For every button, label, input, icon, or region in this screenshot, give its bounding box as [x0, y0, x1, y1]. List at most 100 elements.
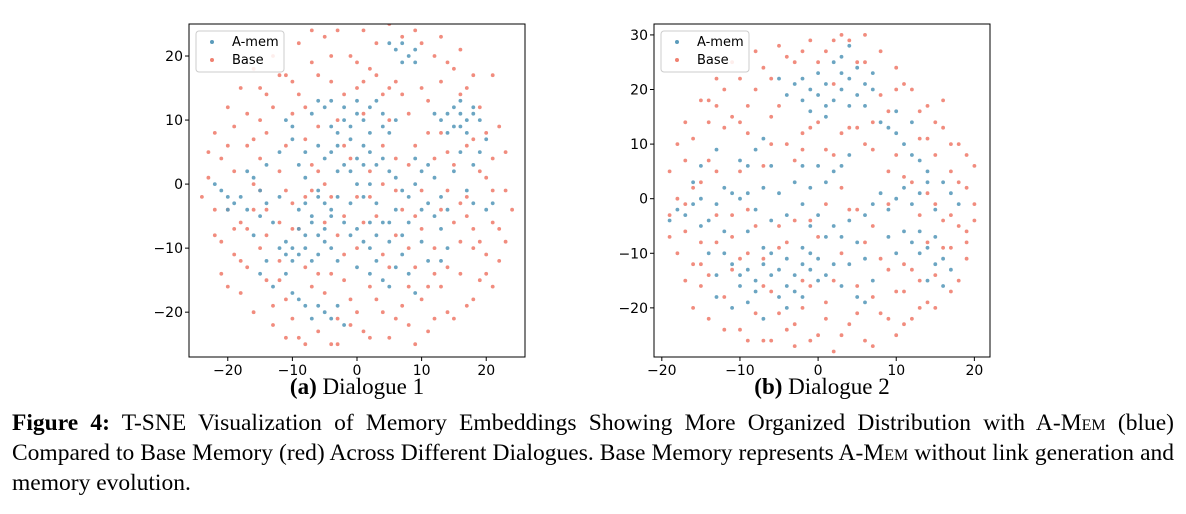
- point-amem: [225, 207, 230, 212]
- point-amem: [910, 240, 914, 245]
- point-base: [808, 38, 813, 43]
- point-amem: [445, 111, 450, 116]
- point-base: [471, 227, 476, 231]
- point-amem: [368, 182, 372, 187]
- point-base: [902, 322, 906, 327]
- legend-label-base: Base: [697, 53, 729, 68]
- point-amem: [863, 82, 867, 86]
- point-base: [316, 73, 321, 78]
- point-base: [355, 246, 359, 251]
- point-base: [290, 201, 295, 206]
- point-base: [348, 323, 353, 327]
- point-base: [855, 125, 860, 130]
- point-amem: [824, 180, 828, 185]
- point-amem: [322, 201, 327, 206]
- point-base: [452, 316, 456, 321]
- point-base: [361, 111, 366, 116]
- point-amem: [761, 136, 766, 141]
- point-base: [745, 338, 750, 343]
- point-amem: [264, 201, 269, 206]
- point-base: [675, 196, 680, 201]
- point-amem: [839, 164, 844, 168]
- point-base: [839, 33, 844, 37]
- point-base: [245, 143, 250, 148]
- point-base: [322, 34, 327, 39]
- point-base: [335, 118, 340, 122]
- point-amem: [271, 220, 275, 225]
- point-amem: [831, 224, 836, 228]
- point-base: [894, 289, 899, 294]
- point-amem: [309, 111, 314, 116]
- point-base: [342, 278, 346, 283]
- point-amem: [464, 131, 469, 135]
- point-base: [296, 335, 301, 340]
- legend-marker-base: [675, 58, 679, 62]
- legend-label-base: Base: [232, 53, 264, 68]
- point-amem: [374, 233, 379, 238]
- point-amem: [380, 111, 385, 116]
- x-tick-label: 0: [353, 363, 362, 379]
- point-amem: [816, 93, 820, 97]
- point-base: [355, 60, 359, 65]
- x-tick-label: 10: [413, 363, 431, 379]
- point-amem: [445, 131, 450, 135]
- point-amem: [348, 169, 353, 174]
- point-amem: [925, 169, 930, 174]
- point-base: [761, 164, 766, 168]
- point-amem: [777, 295, 781, 299]
- point-base: [225, 143, 230, 148]
- point-amem: [863, 213, 867, 218]
- point-base: [413, 342, 418, 347]
- point-base: [426, 329, 430, 334]
- point-amem: [368, 246, 372, 251]
- point-base: [439, 207, 443, 212]
- point-amem: [361, 163, 366, 167]
- point-amem: [471, 105, 476, 110]
- point-amem: [956, 202, 961, 207]
- point-amem: [933, 235, 938, 239]
- point-amem: [316, 252, 321, 257]
- point-base: [445, 188, 450, 193]
- point-amem: [342, 323, 346, 327]
- point-base: [277, 169, 282, 174]
- point-base: [329, 54, 334, 58]
- point-base: [303, 265, 308, 270]
- subcaption-text: Dialogue 2: [788, 374, 890, 399]
- point-amem: [413, 291, 418, 295]
- point-base: [855, 311, 860, 316]
- point-base: [393, 316, 398, 321]
- point-amem: [316, 143, 321, 148]
- point-base: [777, 43, 781, 48]
- point-amem: [808, 267, 813, 272]
- point-base: [706, 316, 711, 321]
- point-amem: [355, 98, 359, 103]
- point-amem: [387, 41, 392, 46]
- point-base: [355, 195, 359, 199]
- point-amem: [380, 156, 385, 161]
- point-amem: [714, 295, 719, 299]
- point-base: [426, 131, 430, 135]
- point-amem: [808, 251, 813, 256]
- point-amem: [426, 163, 430, 167]
- point-base: [355, 310, 359, 315]
- point-amem: [452, 169, 456, 174]
- point-amem: [322, 156, 327, 161]
- point-base: [271, 303, 275, 308]
- point-amem: [277, 150, 282, 155]
- point-amem: [212, 182, 217, 187]
- point-base: [800, 131, 805, 136]
- point-amem: [426, 201, 430, 206]
- point-base: [477, 278, 482, 283]
- point-base: [212, 131, 217, 135]
- point-base: [271, 323, 275, 327]
- point-base: [464, 143, 469, 148]
- point-amem: [886, 125, 891, 130]
- point-base: [393, 233, 398, 238]
- point-base: [406, 284, 411, 289]
- point-base: [706, 120, 711, 125]
- point-amem: [296, 163, 301, 167]
- point-amem: [355, 227, 359, 231]
- point-base: [761, 256, 766, 261]
- point-amem: [361, 143, 366, 148]
- point-base: [714, 213, 719, 218]
